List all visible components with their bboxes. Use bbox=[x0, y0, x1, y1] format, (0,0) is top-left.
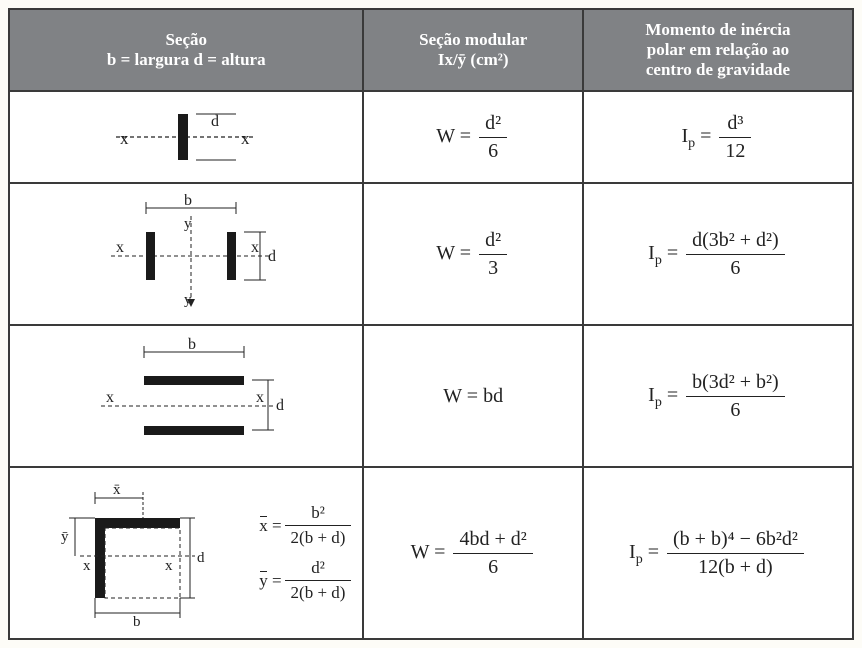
row3-ip: Ip = b(3d² + b²)6 bbox=[583, 325, 853, 467]
svg-text:y: y bbox=[184, 216, 192, 232]
section-diagram-4: x x x̄ ȳ b bbox=[9, 467, 363, 639]
section-diagram-1: d x x bbox=[9, 91, 363, 183]
svg-text:ȳ: ȳ bbox=[61, 529, 69, 545]
header-ip-line1: Momento de inércia bbox=[592, 20, 844, 40]
row1-ip-num: d³ bbox=[719, 112, 751, 138]
row4-xbar-num: b² bbox=[285, 503, 352, 526]
table-row: d x x W = d²6 Ip = d³12 bbox=[9, 91, 853, 183]
header-ip-line2: polar em relação ao bbox=[592, 40, 844, 60]
svg-text:x: x bbox=[83, 558, 91, 574]
row4-ybar-den: 2(b + d) bbox=[285, 581, 352, 603]
row2-w-den: 3 bbox=[479, 255, 507, 280]
svg-text:d: d bbox=[197, 550, 205, 566]
w-prefix: W = bbox=[436, 125, 471, 147]
diagram-single-weld-icon: d x x bbox=[86, 102, 286, 172]
formula-table: Seção b = largura d = altura Seção modul… bbox=[8, 8, 854, 640]
diagram-L-shape-icon: x x x̄ ȳ b bbox=[45, 478, 215, 628]
table-row: x x x̄ ȳ b bbox=[9, 467, 853, 639]
header-section-line2: b = largura d = altura bbox=[18, 50, 354, 70]
row2-ip-den: 6 bbox=[686, 255, 785, 280]
header-ip: Momento de inércia polar em relação ao c… bbox=[583, 9, 853, 91]
header-modular: Seção modular Ix/ȳ (cm²) bbox=[363, 9, 582, 91]
row3-ip-den: 6 bbox=[686, 397, 785, 422]
row1-w: W = d²6 bbox=[363, 91, 582, 183]
row2-ip-num: d(3b² + d²) bbox=[686, 229, 785, 255]
svg-text:x: x bbox=[241, 129, 250, 148]
header-ip-line3: centro de gravidade bbox=[592, 60, 844, 80]
row2-ip: Ip = d(3b² + d²)6 bbox=[583, 183, 853, 325]
row2-w-num: d² bbox=[479, 229, 507, 255]
row3-ip-num: b(3d² + b²) bbox=[686, 371, 785, 397]
svg-text:b: b bbox=[133, 614, 141, 628]
row4-centroid-formulas: x = b²2(b + d) y = d²2(b + d) bbox=[259, 493, 354, 613]
svg-text:x: x bbox=[251, 239, 259, 256]
row4-ip-den: 12(b + d) bbox=[667, 554, 804, 579]
row3-w: W = bd bbox=[363, 325, 582, 467]
row1-w-den: 6 bbox=[479, 138, 507, 163]
svg-text:x: x bbox=[116, 239, 124, 256]
header-section: Seção b = largura d = altura bbox=[9, 9, 363, 91]
row4-w-num: 4bd + d² bbox=[453, 528, 532, 554]
row4-xbar-den: 2(b + d) bbox=[285, 526, 352, 548]
row4-ip: Ip = (b + b)⁴ − 6b²d²12(b + d) bbox=[583, 467, 853, 639]
svg-text:x: x bbox=[256, 389, 264, 406]
svg-text:d: d bbox=[268, 248, 276, 265]
row4-w: W = 4bd + d²6 bbox=[363, 467, 582, 639]
row4-ip-num: (b + b)⁴ − 6b²d² bbox=[667, 528, 804, 554]
row3-w-plain: bd bbox=[483, 385, 503, 407]
svg-text:b: b bbox=[184, 194, 192, 209]
svg-text:d: d bbox=[276, 397, 284, 414]
svg-text:d: d bbox=[211, 113, 219, 130]
section-diagram-2: b y y x x d bbox=[9, 183, 363, 325]
diagram-double-vertical-icon: b y y x x d bbox=[56, 194, 316, 314]
header-modular-line1: Seção modular bbox=[372, 30, 573, 50]
svg-text:b: b bbox=[188, 336, 196, 353]
svg-text:x̄: x̄ bbox=[113, 482, 121, 498]
svg-text:x: x bbox=[165, 558, 173, 574]
table-row: b x x d W = bd Ip = b(3 bbox=[9, 325, 853, 467]
header-section-line1: Seção bbox=[18, 30, 354, 50]
table-header-row: Seção b = largura d = altura Seção modul… bbox=[9, 9, 853, 91]
row1-ip: Ip = d³12 bbox=[583, 91, 853, 183]
header-modular-line2: Ix/ȳ (cm²) bbox=[372, 50, 573, 70]
table-row: b y y x x d W = bbox=[9, 183, 853, 325]
svg-text:x: x bbox=[120, 129, 129, 148]
svg-text:x: x bbox=[106, 389, 114, 406]
row1-w-num: d² bbox=[479, 112, 507, 138]
row1-ip-den: 12 bbox=[719, 138, 751, 163]
svg-text:y: y bbox=[184, 292, 192, 308]
row4-w-den: 6 bbox=[453, 554, 532, 579]
row4-ybar-num: d² bbox=[285, 558, 352, 581]
diagram-double-horizontal-icon: b x x d bbox=[56, 336, 316, 456]
section-diagram-3: b x x d bbox=[9, 325, 363, 467]
row2-w: W = d²3 bbox=[363, 183, 582, 325]
